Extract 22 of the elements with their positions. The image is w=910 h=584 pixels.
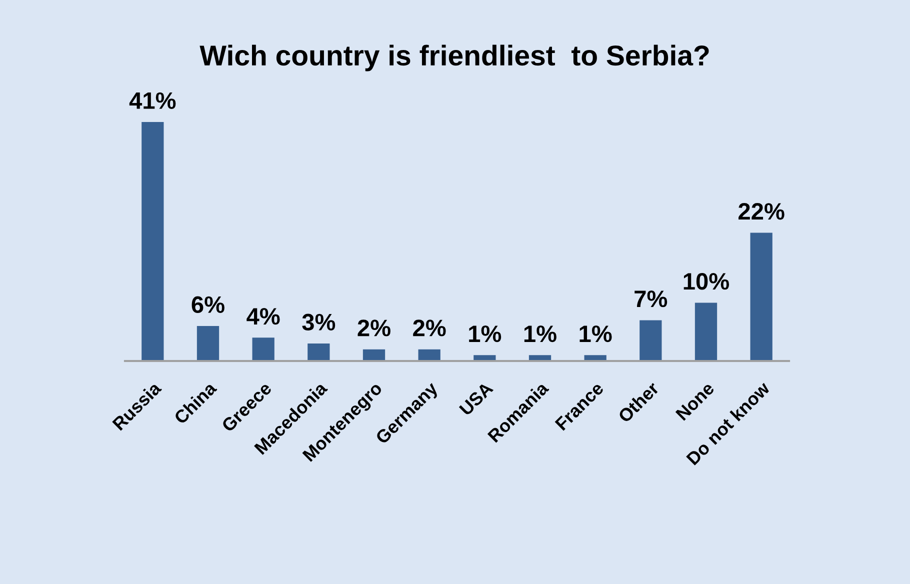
- bar: [694, 302, 718, 361]
- bar: [252, 338, 274, 361]
- data-label: 10%: [684, 272, 730, 290]
- chart-title: Wich country is friendliest to Serbia?: [200, 44, 709, 72]
- data-label: 1%: [469, 326, 502, 342]
- bar: [640, 320, 662, 361]
- bar: [362, 349, 386, 361]
- data-label: 4%: [246, 308, 280, 325]
- bar: [418, 349, 440, 361]
- bar: [308, 344, 330, 361]
- data-label: 6%: [192, 296, 224, 314]
- data-label: 41%: [129, 92, 176, 109]
- data-label: 1%: [524, 326, 556, 342]
- data-label: 3%: [302, 314, 336, 331]
- data-label: 1%: [580, 326, 612, 342]
- bar: [142, 122, 164, 361]
- data-label: 2%: [358, 320, 390, 336]
- data-label: 7%: [634, 290, 668, 308]
- bar: [196, 326, 220, 361]
- bar: [750, 232, 772, 361]
- data-label: 2%: [413, 320, 446, 336]
- data-label: 22%: [738, 203, 784, 220]
